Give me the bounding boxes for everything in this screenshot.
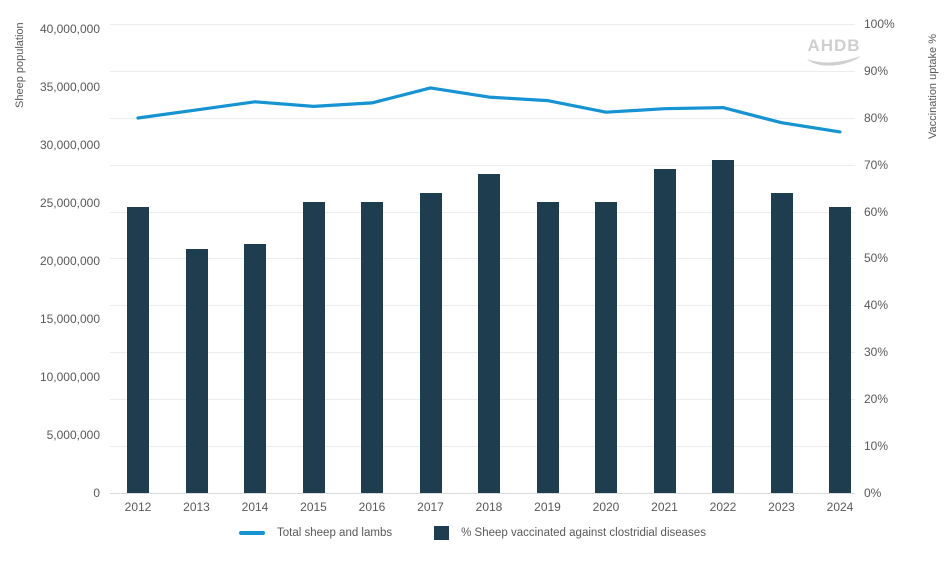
bar-2017: [419, 192, 442, 493]
bar-2024: [829, 206, 851, 493]
bar-2023: [770, 192, 793, 493]
left-axis-tick-3: 15,000,000: [39, 311, 100, 326]
left-axis-tick-5: 25,000,000: [39, 195, 100, 210]
right-axis-tick-90pct: 90%: [864, 63, 889, 78]
legend-bar-label: % Sheep vaccinated against clostridial d…: [461, 527, 706, 539]
bar-2012: [127, 206, 149, 493]
right-axis-tick-30pct: 30%: [864, 345, 889, 360]
bar-2022: [712, 159, 734, 493]
x-axis-label-2020: 2020: [592, 500, 620, 514]
x-axis-label-2017: 2017: [417, 500, 444, 514]
right-axis-tick-80pct: 80%: [864, 110, 889, 125]
bar-2015: [302, 202, 325, 493]
gridline-70pct: [110, 164, 855, 166]
x-axis-label-2021: 2021: [651, 500, 678, 514]
x-axis-label-2018: 2018: [475, 500, 503, 514]
right-axis-tick-10pct: 10%: [864, 438, 889, 453]
left-axis-tick-2: 10,000,000: [39, 369, 100, 384]
left-axis-tick-4: 20,000,000: [39, 253, 100, 268]
gridline-100pct: [110, 24, 855, 25]
right-axis-tick-60pct: 60%: [864, 204, 889, 219]
x-axis-label-2013: 2013: [183, 500, 210, 514]
left-axis-tick-0: 0: [93, 485, 100, 500]
left-axis-tick-8: 40,000,000: [39, 21, 100, 36]
x-axis-label-2016: 2016: [358, 500, 386, 514]
gridline-0pct: [110, 492, 855, 494]
bar-2013: [185, 249, 208, 493]
x-axis-label-2019: 2019: [534, 500, 561, 514]
legend-item-bar: % Sheep vaccinated against clostridial d…: [434, 526, 706, 540]
ahdb-logo-text: AHDB: [807, 36, 861, 55]
bar-2021: [653, 169, 676, 493]
right-axis-tick-100pct: 100%: [864, 17, 895, 31]
left-axis-tick-7: 35,000,000: [39, 79, 100, 94]
ahdb-logo-swoosh-icon: [807, 56, 861, 66]
legend-line-swatch: [239, 531, 266, 535]
x-axis-label-2014: 2014: [241, 500, 269, 514]
legend: Total sheep and lambs % Sheep vaccinated…: [0, 526, 945, 540]
right-axis-tick-20pct: 20%: [864, 392, 889, 406]
legend-item-line: Total sheep and lambs: [239, 527, 392, 539]
gridline-90pct: [110, 70, 855, 72]
gridline-80pct: [110, 117, 855, 119]
x-axis-label-2012: 2012: [124, 500, 152, 514]
bar-2014: [244, 244, 266, 493]
left-axis-tick-6: 30,000,000: [39, 137, 100, 152]
bar-2020: [595, 202, 617, 493]
right-axis-tick-0pct: 0%: [864, 485, 882, 500]
right-axis-title: Vaccination uptake %: [927, 34, 939, 139]
x-axis-label-2015: 2015: [300, 500, 327, 514]
right-axis-tick-50pct: 50%: [864, 251, 889, 266]
ahdb-logo: AHDB: [804, 37, 864, 66]
legend-bar-swatch: [434, 526, 450, 540]
x-axis-label-2023: 2023: [768, 500, 795, 514]
bar-2018: [478, 174, 500, 493]
legend-line-label: Total sheep and lambs: [277, 527, 393, 539]
x-axis-label-2024: 2024: [826, 500, 854, 514]
x-axis-label-2022: 2022: [709, 500, 737, 514]
right-axis-tick-70pct: 70%: [864, 157, 889, 172]
bar-2016: [361, 202, 383, 493]
left-axis-tick-1: 5,000,000: [46, 427, 100, 442]
right-axis-tick-40pct: 40%: [864, 298, 889, 313]
bar-2019: [536, 202, 559, 493]
total-sheep-line: [136, 86, 842, 134]
